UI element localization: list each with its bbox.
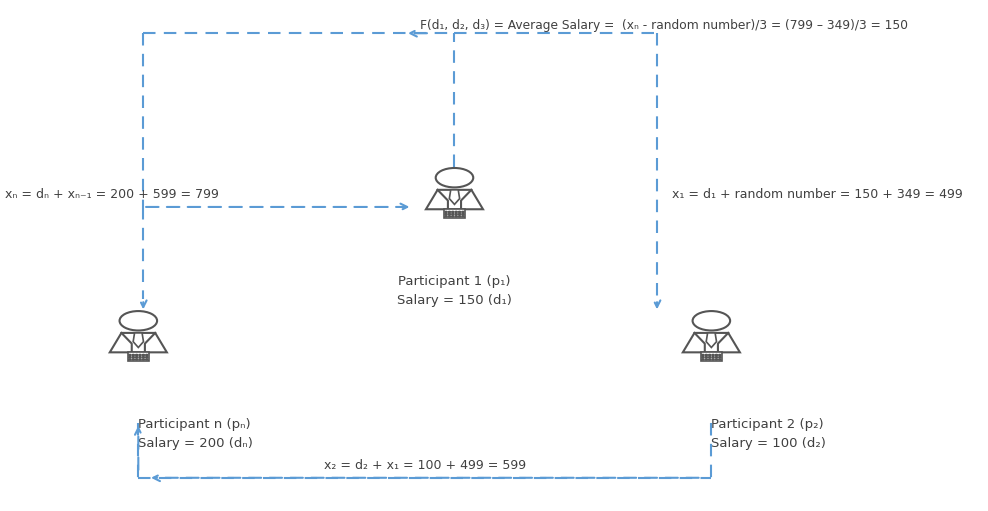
Circle shape	[701, 357, 704, 358]
Circle shape	[705, 355, 707, 356]
Circle shape	[452, 214, 453, 215]
Text: F(d₁, d₂, d₃) = Average Salary =  (xₙ - random number)/3 = (799 – 349)/3 = 150: F(d₁, d₂, d₃) = Average Salary = (xₙ - r…	[420, 19, 908, 32]
Bar	[128, 353, 148, 361]
Circle shape	[455, 216, 457, 217]
Circle shape	[452, 212, 453, 213]
Circle shape	[120, 311, 157, 331]
Circle shape	[715, 355, 717, 356]
Circle shape	[445, 214, 448, 215]
Circle shape	[718, 359, 721, 360]
Circle shape	[449, 216, 451, 217]
Text: x₂ = d₂ + x₁ = 100 + 499 = 599: x₂ = d₂ + x₁ = 100 + 499 = 599	[324, 458, 526, 472]
Polygon shape	[706, 333, 716, 347]
Circle shape	[135, 355, 137, 356]
Circle shape	[708, 355, 710, 356]
Circle shape	[135, 357, 137, 358]
Circle shape	[135, 359, 137, 360]
Circle shape	[142, 357, 144, 358]
Text: xₙ = dₙ + xₙ₋₁ = 200 + 599 = 799: xₙ = dₙ + xₙ₋₁ = 200 + 599 = 799	[5, 188, 218, 201]
Circle shape	[436, 168, 473, 188]
Circle shape	[139, 359, 141, 360]
Circle shape	[445, 216, 448, 217]
Circle shape	[701, 355, 704, 356]
Circle shape	[458, 214, 460, 215]
Circle shape	[139, 357, 141, 358]
Circle shape	[455, 212, 457, 213]
Circle shape	[705, 359, 707, 360]
Polygon shape	[133, 333, 143, 347]
Circle shape	[712, 357, 714, 358]
Circle shape	[715, 359, 717, 360]
Circle shape	[145, 359, 148, 360]
Text: Participant 2 (p₂)
Salary = 100 (d₂): Participant 2 (p₂) Salary = 100 (d₂)	[711, 418, 826, 450]
Circle shape	[132, 359, 134, 360]
Circle shape	[139, 355, 141, 356]
Circle shape	[712, 355, 714, 356]
Circle shape	[142, 355, 144, 356]
Circle shape	[458, 216, 460, 217]
Circle shape	[142, 359, 144, 360]
Circle shape	[128, 359, 131, 360]
Polygon shape	[426, 190, 483, 210]
Circle shape	[715, 357, 717, 358]
Circle shape	[718, 357, 721, 358]
Bar	[701, 353, 721, 361]
Circle shape	[128, 357, 131, 358]
Text: x₁ = d₁ + random number = 150 + 349 = 499: x₁ = d₁ + random number = 150 + 349 = 49…	[672, 188, 962, 201]
Circle shape	[449, 214, 451, 215]
Circle shape	[708, 357, 710, 358]
Circle shape	[449, 212, 451, 213]
Text: Participant 1 (p₁)
Salary = 150 (d₁): Participant 1 (p₁) Salary = 150 (d₁)	[397, 275, 512, 307]
Circle shape	[145, 355, 148, 356]
Circle shape	[445, 212, 448, 213]
Circle shape	[461, 214, 464, 215]
Bar	[445, 210, 464, 218]
Circle shape	[132, 357, 134, 358]
Circle shape	[461, 216, 464, 217]
Circle shape	[718, 355, 721, 356]
Circle shape	[705, 357, 707, 358]
Circle shape	[128, 355, 131, 356]
Text: Participant n (pₙ)
Salary = 200 (dₙ): Participant n (pₙ) Salary = 200 (dₙ)	[138, 418, 253, 450]
Circle shape	[458, 212, 460, 213]
Circle shape	[461, 212, 464, 213]
Circle shape	[455, 214, 457, 215]
Circle shape	[701, 359, 704, 360]
Circle shape	[708, 359, 710, 360]
Circle shape	[712, 359, 714, 360]
Polygon shape	[683, 333, 740, 353]
Circle shape	[132, 355, 134, 356]
Circle shape	[145, 357, 148, 358]
Polygon shape	[450, 190, 459, 204]
Circle shape	[452, 216, 453, 217]
Circle shape	[693, 311, 730, 331]
Polygon shape	[110, 333, 167, 353]
